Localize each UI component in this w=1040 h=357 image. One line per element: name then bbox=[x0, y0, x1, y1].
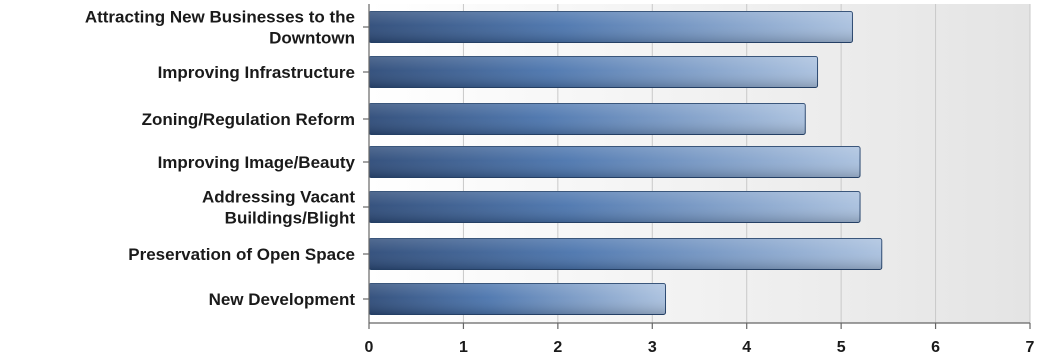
category-label-5: Preservation of Open Space bbox=[128, 245, 355, 264]
x-tick-labels: 0 1 2 3 4 5 6 7 bbox=[365, 339, 1035, 356]
category-label-1: Improving Infrastructure bbox=[158, 63, 355, 82]
x-tick-label-5: 5 bbox=[837, 339, 846, 356]
bar-shine-2 bbox=[369, 103, 806, 135]
bar-group-1 bbox=[368, 56, 819, 88]
bar-shine-5 bbox=[369, 238, 882, 270]
bar-shine-4 bbox=[369, 191, 861, 223]
bar-group-0 bbox=[368, 11, 853, 43]
x-tick-label-7: 7 bbox=[1026, 339, 1035, 356]
category-label-6: New Development bbox=[209, 290, 356, 309]
bar-group-5 bbox=[368, 238, 883, 270]
x-tick-label-3: 3 bbox=[648, 339, 657, 356]
category-labels: Attracting New Businesses to the Downtown… bbox=[85, 8, 356, 310]
category-label-3: Improving Image/Beauty bbox=[158, 153, 356, 172]
x-tick-label-1: 1 bbox=[459, 339, 468, 356]
axes bbox=[363, 4, 1031, 329]
bar-shine-1 bbox=[369, 56, 818, 88]
x-tick-label-4: 4 bbox=[742, 339, 751, 356]
category-label-4: Addressing Vacant Buildings/Blight bbox=[202, 188, 355, 228]
category-label-0: Attracting New Businesses to the Downtown bbox=[85, 8, 355, 48]
x-tick-label-0: 0 bbox=[365, 339, 374, 356]
bar-shine-6 bbox=[369, 283, 666, 315]
bar-group-3 bbox=[368, 146, 861, 178]
category-label-2: Zoning/Regulation Reform bbox=[142, 110, 355, 129]
bar-group-6 bbox=[368, 283, 667, 315]
bar-group-2 bbox=[368, 103, 806, 135]
x-tick-label-2: 2 bbox=[553, 339, 562, 356]
bar-shine-3 bbox=[369, 146, 861, 178]
x-tick-label-6: 6 bbox=[931, 339, 940, 356]
bar-shine-0 bbox=[369, 11, 853, 43]
bars bbox=[368, 11, 883, 315]
bar-group-4 bbox=[368, 191, 861, 223]
